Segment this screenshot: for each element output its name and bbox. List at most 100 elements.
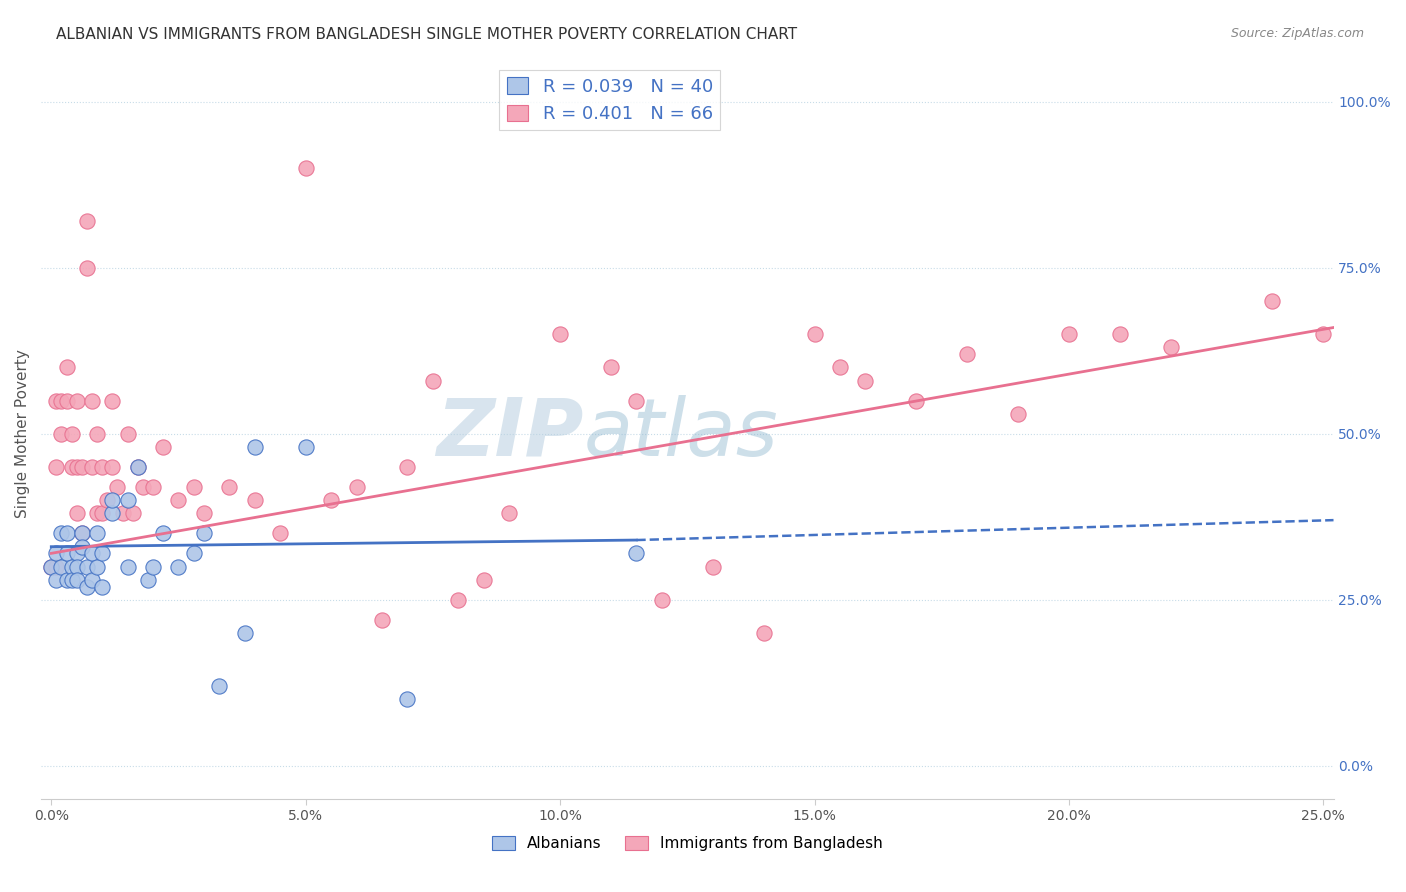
Point	[101, 493, 124, 508]
Point	[86, 426, 108, 441]
Point	[243, 440, 266, 454]
Point	[183, 480, 205, 494]
Point	[91, 580, 114, 594]
Y-axis label: Single Mother Poverty: Single Mother Poverty	[15, 350, 30, 518]
Point	[51, 426, 73, 441]
Point	[208, 679, 231, 693]
Point	[167, 493, 190, 508]
Point	[55, 526, 77, 541]
Point	[117, 559, 139, 574]
Point	[803, 327, 825, 342]
Point	[472, 573, 495, 587]
Point	[422, 374, 444, 388]
Point	[346, 480, 368, 494]
Point	[66, 507, 89, 521]
Point	[111, 507, 134, 521]
Point	[45, 573, 67, 587]
Point	[51, 526, 73, 541]
Point	[1007, 407, 1029, 421]
Point	[152, 526, 174, 541]
Point	[101, 507, 124, 521]
Point	[447, 592, 470, 607]
Point	[60, 573, 83, 587]
Point	[752, 626, 775, 640]
Text: ALBANIAN VS IMMIGRANTS FROM BANGLADESH SINGLE MOTHER POVERTY CORRELATION CHART: ALBANIAN VS IMMIGRANTS FROM BANGLADESH S…	[56, 27, 797, 42]
Point	[396, 692, 419, 706]
Point	[80, 573, 103, 587]
Point	[132, 480, 155, 494]
Point	[371, 613, 394, 627]
Point	[651, 592, 673, 607]
Point	[294, 440, 316, 454]
Point	[101, 393, 124, 408]
Point	[96, 493, 118, 508]
Point	[121, 507, 143, 521]
Point	[548, 327, 571, 342]
Point	[70, 540, 93, 554]
Point	[498, 507, 520, 521]
Point	[855, 374, 877, 388]
Point	[142, 559, 165, 574]
Point	[60, 460, 83, 475]
Point	[101, 460, 124, 475]
Point	[51, 393, 73, 408]
Point	[396, 460, 419, 475]
Point	[127, 460, 149, 475]
Point	[294, 161, 316, 175]
Point	[600, 360, 623, 375]
Point	[956, 347, 979, 361]
Point	[66, 393, 89, 408]
Point	[193, 526, 215, 541]
Point	[702, 559, 724, 574]
Point	[80, 546, 103, 560]
Point	[167, 559, 190, 574]
Point	[76, 559, 98, 574]
Text: ZIP: ZIP	[436, 395, 583, 473]
Point	[45, 546, 67, 560]
Point	[1312, 327, 1334, 342]
Point	[117, 493, 139, 508]
Point	[1160, 341, 1182, 355]
Point	[76, 580, 98, 594]
Point	[1261, 293, 1284, 308]
Text: atlas: atlas	[583, 395, 779, 473]
Point	[1108, 327, 1130, 342]
Point	[117, 426, 139, 441]
Point	[66, 559, 89, 574]
Point	[80, 393, 103, 408]
Point	[70, 460, 93, 475]
Point	[86, 507, 108, 521]
Point	[183, 546, 205, 560]
Point	[45, 393, 67, 408]
Point	[905, 393, 928, 408]
Point	[86, 559, 108, 574]
Point	[39, 559, 62, 574]
Point	[91, 546, 114, 560]
Point	[626, 393, 648, 408]
Point	[39, 559, 62, 574]
Point	[152, 440, 174, 454]
Point	[626, 546, 648, 560]
Legend: R = 0.039   N = 40, R = 0.401   N = 66: R = 0.039 N = 40, R = 0.401 N = 66	[499, 70, 720, 130]
Point	[76, 214, 98, 228]
Point	[70, 526, 93, 541]
Point	[127, 460, 149, 475]
Text: Source: ZipAtlas.com: Source: ZipAtlas.com	[1230, 27, 1364, 40]
Point	[243, 493, 266, 508]
Point	[55, 573, 77, 587]
Point	[321, 493, 343, 508]
Point	[76, 260, 98, 275]
Point	[233, 626, 256, 640]
Point	[55, 360, 77, 375]
Point	[55, 393, 77, 408]
Point	[828, 360, 851, 375]
Point	[136, 573, 159, 587]
Point	[142, 480, 165, 494]
Point	[1057, 327, 1080, 342]
Point	[45, 559, 67, 574]
Point	[55, 546, 77, 560]
Point	[60, 426, 83, 441]
Point	[269, 526, 291, 541]
Point	[91, 460, 114, 475]
Point	[80, 460, 103, 475]
